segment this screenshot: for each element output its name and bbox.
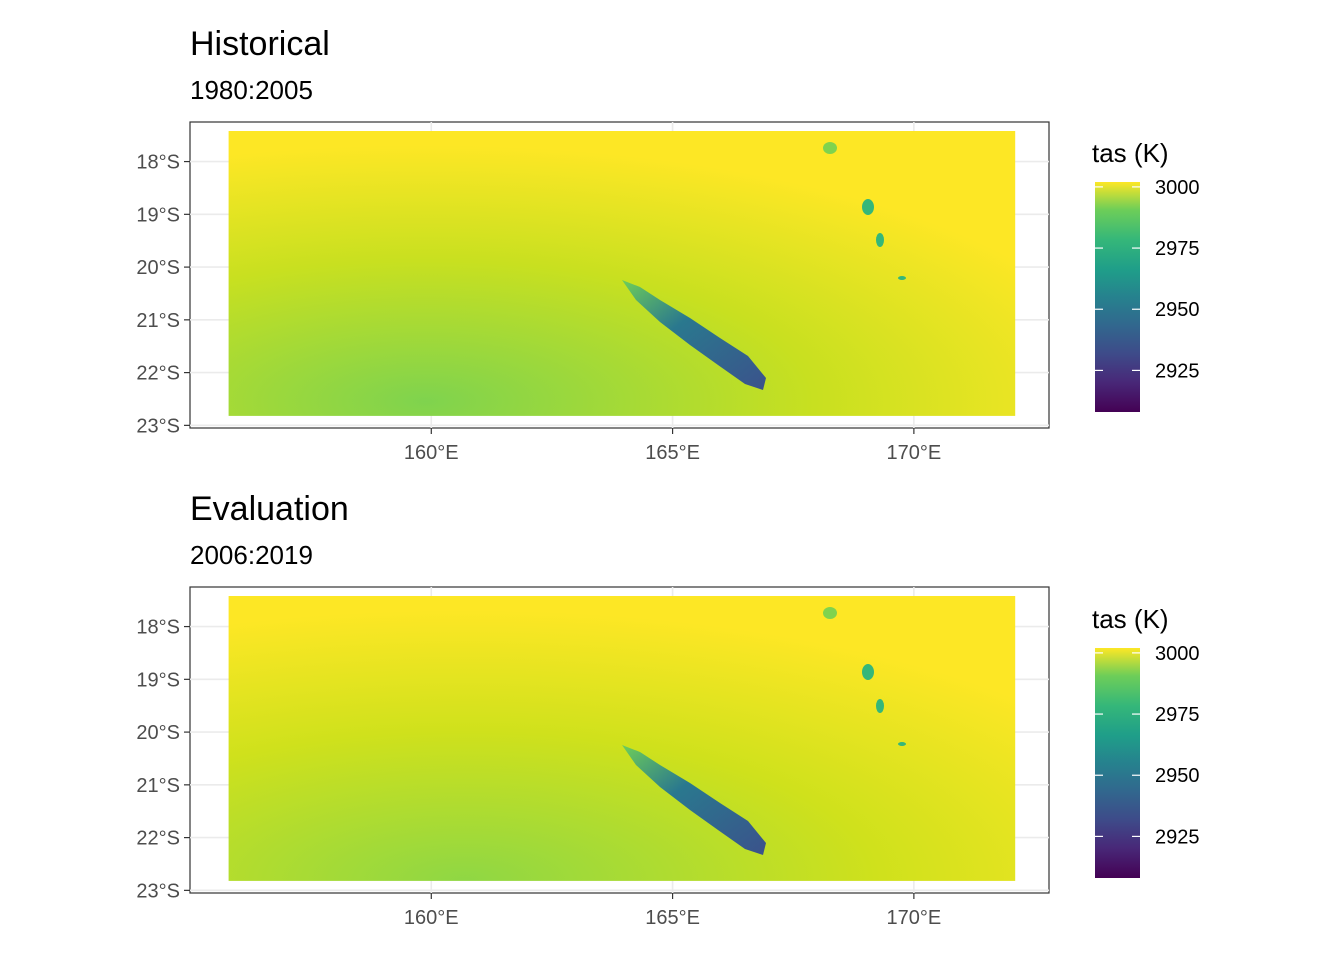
- islands: [622, 607, 906, 855]
- legend-ticks: 3000 2975 2950 2925: [1095, 177, 1200, 382]
- y-tick-label: 21°S: [136, 310, 180, 332]
- y-tick-label: 22°S: [136, 828, 180, 850]
- legend-tick-label: 2950: [1155, 299, 1200, 321]
- y-tick-label: 21°S: [136, 775, 180, 797]
- island-loyalty-3: [898, 276, 906, 280]
- panel-title: Evaluation: [190, 490, 349, 528]
- x-tick-label: 170°E: [887, 907, 942, 929]
- legend: tas (K) 3000 2975 2950 2925: [1092, 604, 1200, 878]
- panel-historical: Historical 1980:2005 18°S 19°S 20°S 21°S 22°…: [136, 25, 1199, 464]
- island-north: [823, 142, 837, 154]
- colorbar: [1095, 182, 1140, 412]
- legend-tick-label: 2925: [1155, 826, 1200, 848]
- island-north: [823, 607, 837, 619]
- x-tick-label: 165°E: [645, 442, 700, 464]
- island-loyalty-3: [898, 742, 906, 746]
- legend-tick-label: 3000: [1155, 177, 1200, 199]
- panel-evaluation: Evaluation 2006:2019 18°S 19°S 20°S 21°S 22°…: [136, 490, 1199, 929]
- island-loyalty-1: [862, 664, 874, 680]
- y-tick-label: 23°S: [136, 415, 180, 437]
- legend: tas (K) 3000 2975 2950 2925: [1092, 138, 1200, 412]
- y-tick-label: 20°S: [136, 722, 180, 744]
- y-tick-label: 19°S: [136, 669, 180, 691]
- island-loyalty-2: [876, 233, 884, 247]
- legend-title: tas (K): [1092, 138, 1169, 168]
- panel-title: Historical: [190, 25, 330, 63]
- legend-title: tas (K): [1092, 604, 1169, 634]
- y-tick-label: 20°S: [136, 257, 180, 279]
- legend-tick-label: 2925: [1155, 360, 1200, 382]
- y-tick-label: 22°S: [136, 363, 180, 385]
- legend-tick-label: 3000: [1155, 643, 1200, 665]
- legend-ticks: 3000 2975 2950 2925: [1095, 643, 1200, 848]
- legend-tick-label: 2975: [1155, 704, 1200, 726]
- island-loyalty-2: [876, 699, 884, 713]
- x-tick-label: 170°E: [887, 442, 942, 464]
- panel-subtitle: 1980:2005: [190, 75, 313, 105]
- panel-subtitle: 2006:2019: [190, 540, 313, 570]
- y-tick-label: 23°S: [136, 880, 180, 902]
- y-axis: 18°S 19°S 20°S 21°S 22°S 23°S: [136, 617, 190, 902]
- island-loyalty-1: [862, 199, 874, 215]
- y-axis: 18°S 19°S 20°S 21°S 22°S 23°S: [136, 152, 190, 437]
- y-tick-label: 18°S: [136, 617, 180, 639]
- colorbar: [1095, 648, 1140, 878]
- x-tick-label: 165°E: [645, 907, 700, 929]
- temperature-field: [228, 596, 1016, 881]
- legend-tick-label: 2975: [1155, 238, 1200, 260]
- x-axis: 160°E 165°E 170°E: [404, 893, 941, 929]
- legend-tick-label: 2950: [1155, 765, 1200, 787]
- y-tick-label: 18°S: [136, 152, 180, 174]
- x-tick-label: 160°E: [404, 442, 459, 464]
- x-tick-label: 160°E: [404, 907, 459, 929]
- temperature-field: [228, 131, 1016, 416]
- x-axis: 160°E 165°E 170°E: [404, 428, 941, 464]
- main-island-shape: [622, 280, 766, 390]
- y-tick-label: 19°S: [136, 204, 180, 226]
- main-island-shape: [622, 745, 766, 855]
- islands: [622, 142, 906, 390]
